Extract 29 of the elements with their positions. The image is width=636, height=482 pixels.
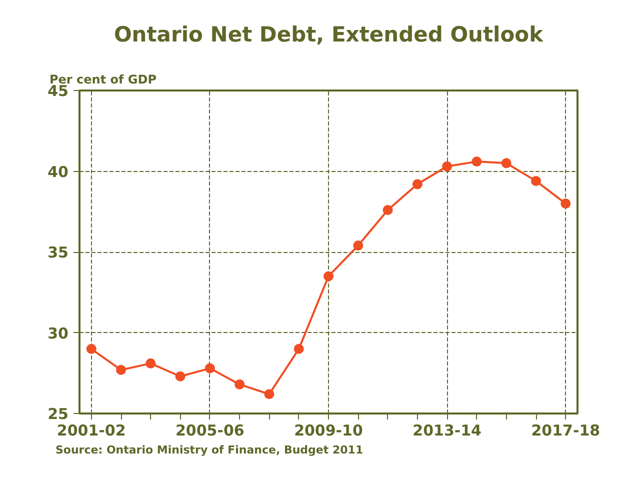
point (472, 156, 482, 167)
point (382, 205, 393, 215)
point (175, 371, 186, 382)
point (412, 179, 422, 190)
point (531, 176, 541, 186)
y-tick-label: 30 (48, 324, 68, 342)
source-note: Source: Ontario Ministry of Finance, Budget 2011 (56, 444, 364, 456)
y-tick-label: 40 (48, 162, 68, 181)
x-tick-label: 2013-14 (412, 422, 482, 440)
y-tick-label: 25 (48, 405, 68, 423)
y-tick-label: 35 (48, 244, 68, 262)
x-tick-label: 2009-10 (294, 422, 363, 440)
point (501, 158, 512, 168)
point (324, 271, 334, 282)
point (264, 389, 274, 400)
point (204, 363, 215, 374)
point (146, 358, 156, 368)
point (234, 379, 245, 390)
chart-title: Ontario Net Debt, Extended Outlook (114, 22, 544, 46)
point (294, 344, 304, 354)
point (86, 344, 96, 354)
point (116, 364, 126, 375)
x-tick-label: 2001-02 (56, 422, 126, 440)
point (442, 161, 452, 172)
point (560, 198, 571, 209)
point (353, 240, 364, 251)
y-axis-title: Per cent of GDP (50, 72, 157, 86)
x-tick-label: 2005-06 (176, 422, 244, 440)
x-tick-label: 2017-18 (531, 422, 600, 440)
